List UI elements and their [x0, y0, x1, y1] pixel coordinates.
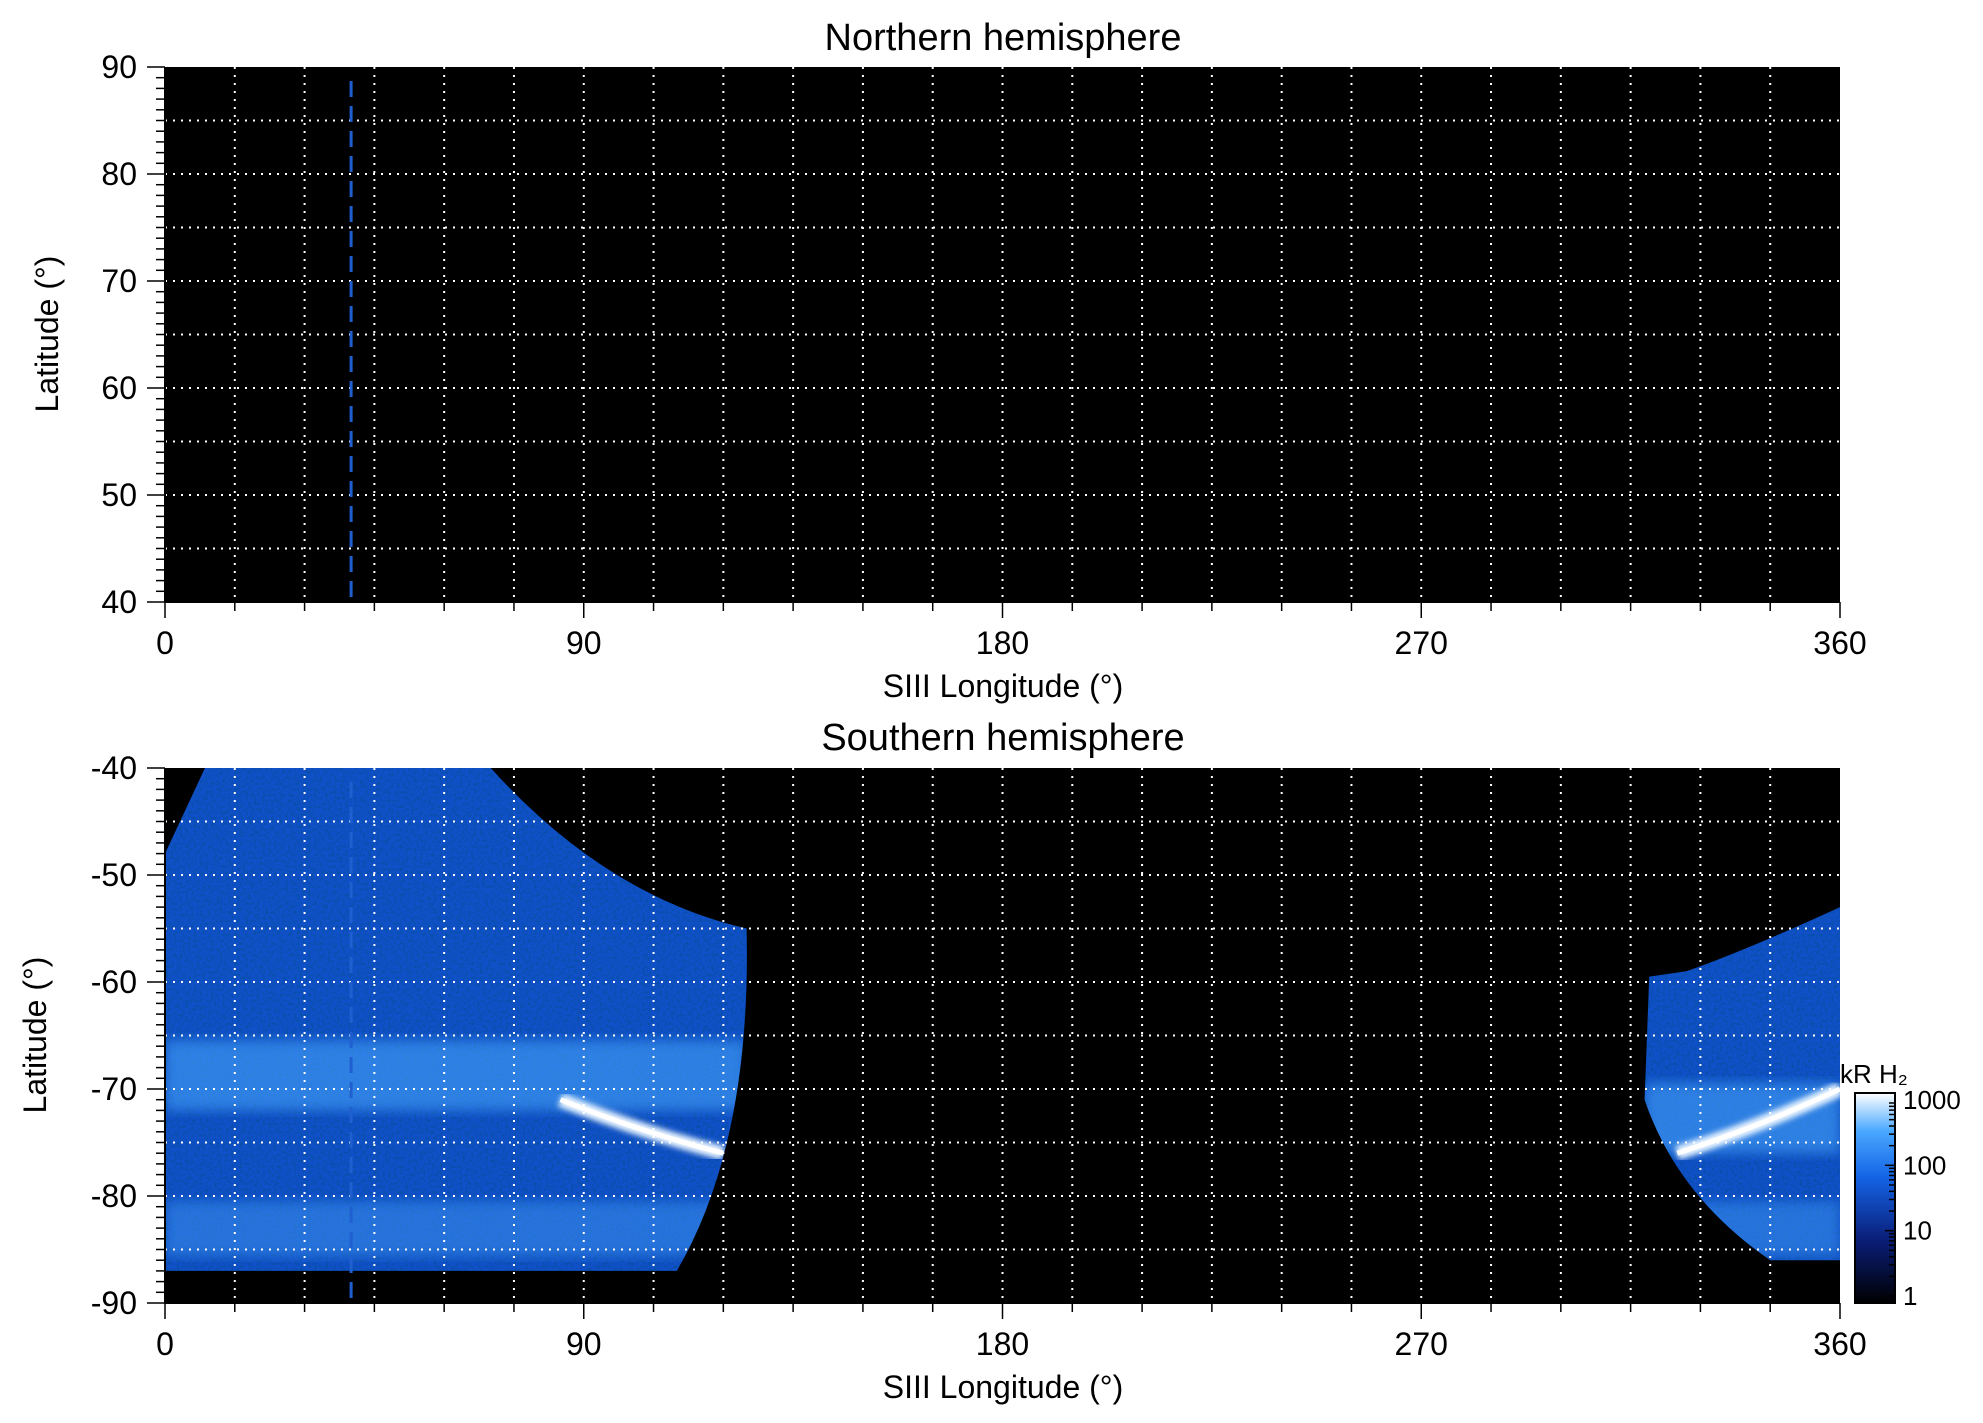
y-tick-label: -60 [91, 964, 137, 1000]
y-tick-label: 60 [101, 370, 137, 406]
x-tick-label: 270 [1395, 625, 1448, 661]
panel-south: Southern hemisphere -40 -50 -60 -70 -80 -90 0… [17, 717, 1867, 1405]
colorbar-label: kR H₂ [1840, 1059, 1908, 1089]
x-tick-label: 360 [1813, 1326, 1866, 1362]
north-title: Northern hemisphere [825, 17, 1182, 59]
north-y-axis-label: Latitude (°) [29, 256, 65, 413]
colorbar-tick-label: 1000 [1903, 1085, 1961, 1115]
y-tick-label: 90 [101, 49, 137, 85]
south-x-axis-label: SIII Longitude (°) [883, 1369, 1123, 1405]
emission-region [1644, 907, 1840, 1261]
y-tick-label: -80 [91, 1178, 137, 1214]
x-tick-label: 0 [156, 1326, 174, 1362]
south-title: Southern hemisphere [821, 717, 1184, 759]
x-tick-label: 180 [976, 625, 1029, 661]
colorbar-tick-label: 1 [1903, 1281, 1917, 1311]
north-x-axis-label: SIII Longitude (°) [883, 668, 1123, 704]
y-tick-label: 50 [101, 477, 137, 513]
colorbar-tick-label: 100 [1903, 1150, 1946, 1180]
north-y-axis: 40 50 60 70 80 90 [101, 49, 166, 620]
colorbar-gradient [1854, 1092, 1896, 1304]
x-tick-label: 90 [566, 1326, 602, 1362]
x-tick-label: 180 [976, 1326, 1029, 1362]
colorbar: kR H₂ 1 10 100 1000 [1840, 1059, 1961, 1311]
south-y-axis-label: Latitude (°) [17, 957, 53, 1114]
north-x-axis: 0 90 180 270 360 [156, 601, 1867, 661]
south-y-axis: -40 -50 -60 -70 -80 -90 [91, 750, 166, 1321]
y-tick-label: -50 [91, 857, 137, 893]
colorbar-ticks: 1 10 100 1000 [1885, 1085, 1961, 1311]
panel-north: Northern hemisphere 40 50 60 70 80 90 0 90 180 2… [29, 17, 1867, 704]
x-tick-label: 90 [566, 625, 602, 661]
y-tick-label: 40 [101, 584, 137, 620]
x-tick-label: 0 [156, 625, 174, 661]
y-tick-label: 80 [101, 156, 137, 192]
colorbar-tick-label: 10 [1903, 1216, 1932, 1246]
south-x-axis: 0 90 180 270 360 [156, 1302, 1867, 1362]
y-tick-label: -40 [91, 750, 137, 786]
x-tick-label: 270 [1395, 1326, 1448, 1362]
y-tick-label: -70 [91, 1071, 137, 1107]
north-grid [165, 67, 1840, 602]
y-tick-label: 70 [101, 263, 137, 299]
south-grid [165, 768, 1840, 1303]
x-tick-label: 360 [1813, 625, 1866, 661]
y-tick-label: -90 [91, 1285, 137, 1321]
